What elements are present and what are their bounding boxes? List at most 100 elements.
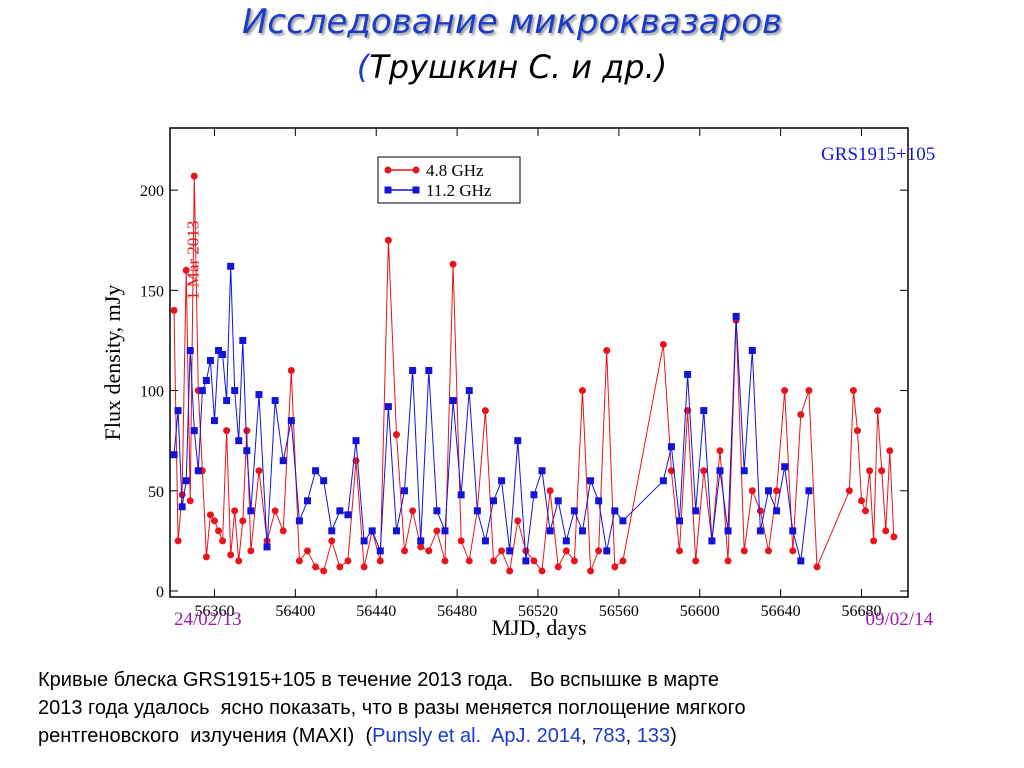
- data-point: [562, 537, 570, 545]
- x-tick-label: 56600: [680, 603, 720, 620]
- caption-part: 783: [592, 725, 626, 747]
- data-point: [239, 517, 247, 525]
- data-point: [303, 497, 311, 505]
- data-point: [578, 387, 586, 395]
- data-point: [170, 451, 178, 459]
- caption-line: Кривые блеска GRS1915+105 в течение 2013…: [38, 666, 746, 694]
- data-point: [882, 527, 890, 535]
- data-point: [732, 312, 740, 320]
- data-point: [578, 527, 586, 535]
- data-point: [748, 346, 756, 354]
- data-point: [546, 527, 554, 535]
- data-point: [303, 547, 311, 555]
- caption-part: рентгеновского излучения (MAXI) (: [38, 725, 373, 747]
- data-point: [554, 497, 562, 505]
- data-point: [186, 346, 194, 354]
- data-point: [595, 547, 603, 555]
- slide-title: Исследование микроквазаров: [241, 2, 783, 42]
- data-point: [182, 477, 190, 485]
- caption-part: Кривые блеска GRS1915+105 в течение 2013…: [38, 669, 720, 691]
- legend-label: 11.2 GHz: [426, 181, 492, 200]
- data-point: [182, 266, 190, 274]
- data-point: [202, 553, 210, 561]
- x-tick-label: 56440: [356, 603, 396, 620]
- data-point: [611, 563, 619, 571]
- data-point: [740, 467, 748, 475]
- data-point: [328, 527, 336, 535]
- data-point: [740, 547, 748, 555]
- data-point: [781, 387, 789, 395]
- data-point: [522, 557, 530, 565]
- data-point: [845, 487, 853, 495]
- data-point: [219, 350, 227, 358]
- data-point: [866, 467, 874, 475]
- data-point: [878, 467, 886, 475]
- data-point: [174, 407, 182, 415]
- data-point: [797, 557, 805, 565]
- data-point: [449, 260, 457, 268]
- data-point: [215, 527, 223, 535]
- data-point: [360, 537, 368, 545]
- data-point: [392, 527, 400, 535]
- data-point: [433, 527, 441, 535]
- data-point: [295, 557, 303, 565]
- data-point: [700, 467, 708, 475]
- data-point: [538, 467, 546, 475]
- data-point: [676, 547, 684, 555]
- data-point: [849, 387, 857, 395]
- y-tick-label: 150: [140, 283, 164, 300]
- data-point: [409, 367, 417, 375]
- data-point: [748, 487, 756, 495]
- data-point: [320, 567, 328, 575]
- data-point: [441, 527, 449, 535]
- subtitle-part: Трушкин С. и др.): [369, 48, 668, 86]
- data-point: [481, 537, 489, 545]
- data-point: [425, 367, 433, 375]
- data-point: [239, 336, 247, 344]
- data-point: [368, 527, 376, 535]
- data-point: [514, 437, 522, 445]
- data-point: [659, 340, 667, 348]
- data-point: [287, 417, 295, 425]
- data-point: [587, 567, 595, 575]
- data-point: [235, 557, 243, 565]
- data-point: [724, 557, 732, 565]
- legend-marker: [384, 186, 392, 194]
- data-point: [202, 377, 210, 385]
- data-point: [603, 346, 611, 354]
- data-point: [392, 431, 400, 439]
- data-point: [506, 547, 514, 555]
- data-point: [700, 407, 708, 415]
- legend-label: 4.8 GHz: [426, 161, 484, 180]
- data-point: [587, 477, 595, 485]
- data-point: [344, 511, 352, 519]
- data-point: [198, 387, 206, 395]
- data-point: [595, 497, 603, 505]
- data-point: [603, 547, 611, 555]
- x-tick-label: 56640: [761, 603, 801, 620]
- data-point: [764, 487, 772, 495]
- data-point: [401, 487, 409, 495]
- data-point: [554, 563, 562, 571]
- data-point: [409, 507, 417, 515]
- data-point: [433, 507, 441, 515]
- data-point: [384, 236, 392, 244]
- x-tick-label: 56520: [518, 603, 558, 620]
- x-tick-label: 56400: [275, 603, 315, 620]
- legend-marker: [412, 186, 420, 194]
- data-point: [178, 503, 186, 511]
- data-point: [756, 507, 764, 515]
- data-point: [667, 467, 675, 475]
- data-point: [417, 543, 425, 551]
- legend-marker: [384, 166, 392, 174]
- data-point: [336, 563, 344, 571]
- data-point: [506, 567, 514, 575]
- data-point: [498, 547, 506, 555]
- data-point: [255, 467, 263, 475]
- annotation: 24/02/13: [174, 609, 242, 630]
- annotation: 09/02/14: [866, 609, 934, 630]
- data-point: [417, 537, 425, 545]
- data-point: [546, 487, 554, 495]
- data-point: [530, 491, 538, 499]
- plot-frame: [169, 127, 909, 598]
